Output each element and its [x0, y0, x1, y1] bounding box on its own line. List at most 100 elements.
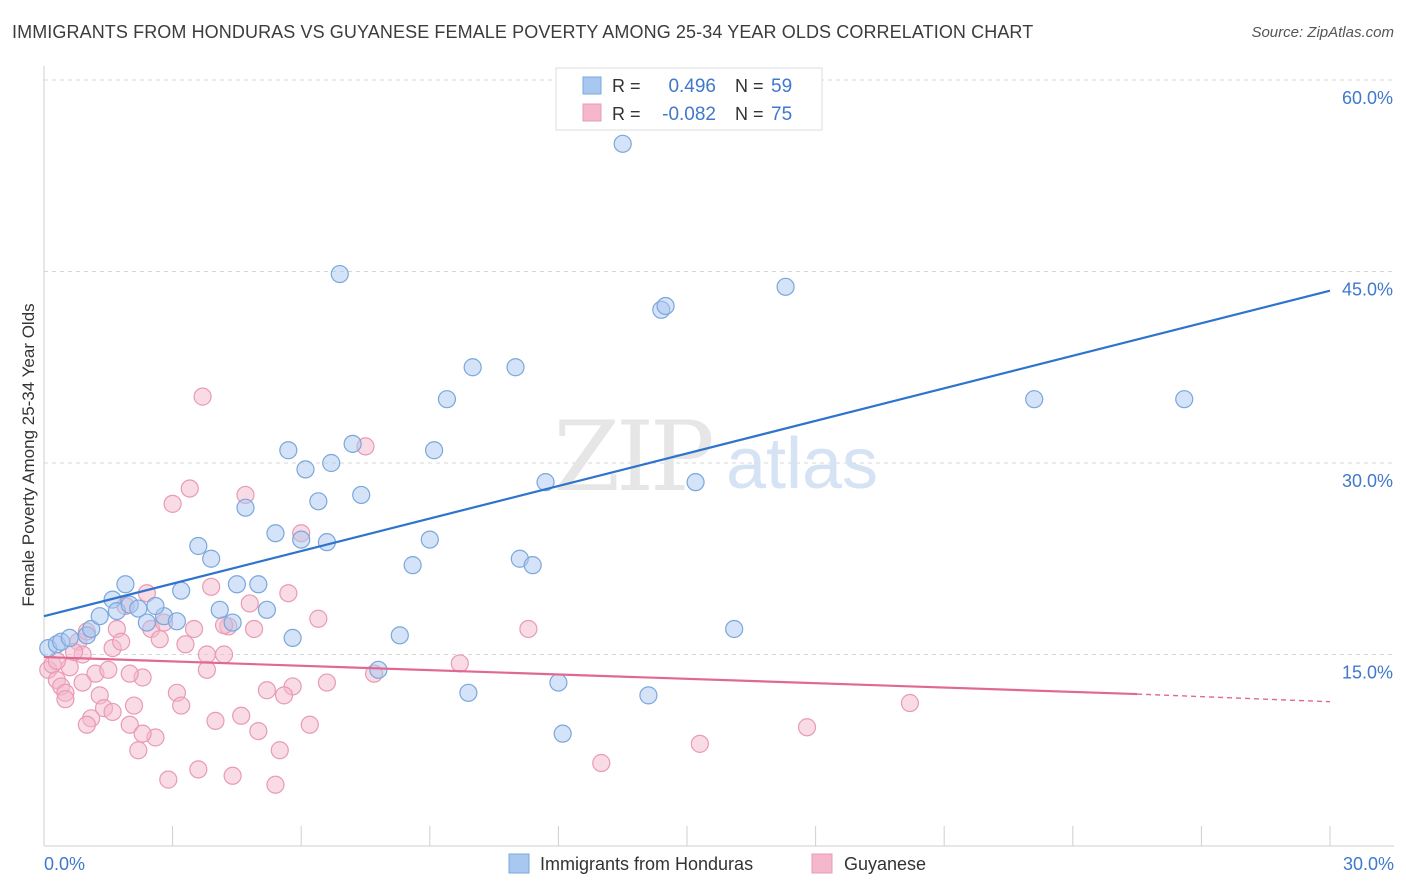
guyanese-point	[270, 741, 289, 760]
honduras-point	[613, 134, 632, 153]
x-tick-label-min: 0.0%	[44, 854, 85, 874]
honduras-point	[309, 492, 328, 511]
guyanese-point	[519, 619, 538, 639]
guyanese-point	[317, 673, 337, 692]
guyanese-point	[197, 645, 216, 664]
x-tick-label-max: 30.0%	[1343, 854, 1394, 874]
guyanese-point	[249, 721, 268, 741]
honduras-point	[424, 441, 444, 460]
honduras-point	[343, 434, 362, 453]
watermark-atlas: atlas	[726, 424, 878, 504]
honduras-point	[146, 596, 165, 616]
guyanese-point	[159, 770, 178, 789]
honduras-point	[639, 686, 658, 705]
chart-title: IMMIGRANTS FROM HONDURAS VS GUYANESE FEM…	[12, 22, 1034, 42]
stats-n-label-guyanese: N =	[735, 104, 764, 124]
y-tick-labels: 15.0% 30.0% 45.0% 60.0%	[1342, 88, 1393, 683]
honduras-point	[172, 581, 191, 600]
honduras-points	[39, 134, 1194, 743]
legend-label-honduras: Immigrants from Honduras	[540, 854, 753, 874]
guyanese-point	[450, 654, 469, 673]
axes	[43, 66, 1394, 847]
legend-swatch-honduras	[508, 853, 530, 874]
guyanese-point	[266, 775, 285, 794]
stats-legend: R = 0.496 N = 59 R = -0.082 N = 75	[555, 67, 823, 131]
honduras-point	[463, 358, 482, 377]
honduras-point	[553, 724, 572, 743]
watermark-zip: ZIP	[553, 401, 712, 513]
stats-r-label-guyanese: R =	[612, 104, 641, 124]
honduras-trend-line	[43, 289, 1331, 618]
legend-swatch-guyanese	[811, 853, 833, 874]
honduras-point	[656, 296, 675, 316]
guyanese-point	[56, 690, 75, 709]
guyanese-point	[900, 693, 920, 713]
honduras-point	[60, 628, 79, 648]
legend-label-guyanese: Guyanese	[844, 854, 926, 874]
guyanese-point	[176, 635, 195, 654]
stats-n-value-guyanese: 75	[771, 104, 792, 125]
guyanese-point	[257, 681, 277, 700]
honduras-point	[390, 626, 409, 645]
guyanese-point	[133, 724, 152, 743]
honduras-point	[437, 390, 457, 409]
honduras-point	[686, 473, 705, 492]
honduras-point	[249, 575, 268, 594]
guyanese-point	[180, 479, 199, 498]
honduras-point	[549, 673, 568, 692]
trend-lines	[43, 289, 1331, 703]
guyanese-point	[124, 696, 144, 715]
honduras-point	[137, 613, 156, 632]
guyanese-point	[120, 715, 139, 734]
honduras-point	[459, 683, 478, 702]
source-credit: Source: ZipAtlas.com	[1251, 24, 1394, 41]
y-tick-label: 60.0%	[1342, 88, 1393, 108]
honduras-point	[257, 600, 277, 619]
honduras-point	[506, 358, 525, 377]
stats-n-value-honduras: 59	[771, 76, 792, 97]
guyanese-point	[193, 387, 212, 406]
stats-swatch-guyanese	[582, 103, 602, 122]
guyanese-point	[206, 711, 225, 730]
honduras-point	[352, 485, 371, 505]
guyanese-point	[690, 734, 709, 753]
guyanese-point	[189, 760, 208, 779]
stats-n-label-honduras: N =	[735, 76, 764, 96]
x-tick-labels: 0.0% 30.0%	[44, 854, 1394, 874]
guyanese-point	[592, 753, 611, 773]
honduras-point	[223, 613, 242, 632]
honduras-point	[82, 619, 101, 639]
honduras-point	[210, 600, 229, 619]
y-tick-label: 30.0%	[1342, 471, 1393, 491]
guyanese-point	[163, 494, 182, 513]
y-axis-label: Female Poverty Among 25-34 Year Olds	[19, 303, 38, 606]
honduras-point	[296, 460, 315, 479]
guyanese-point	[274, 686, 294, 705]
guyanese-point	[240, 594, 259, 613]
stats-r-label-honduras: R =	[612, 76, 641, 96]
honduras-point	[167, 612, 186, 631]
honduras-point	[266, 524, 285, 543]
stats-r-value-guyanese: -0.082	[662, 104, 716, 125]
guyanese-trend-extension	[1137, 693, 1331, 703]
guyanese-point	[300, 715, 319, 734]
honduras-point	[283, 628, 302, 648]
honduras-point	[322, 453, 341, 473]
honduras-point	[292, 530, 311, 549]
guyanese-point	[99, 660, 118, 679]
guyanese-point	[120, 664, 139, 683]
honduras-point	[189, 536, 208, 556]
honduras-point	[330, 264, 349, 284]
guyanese-point	[77, 715, 96, 734]
honduras-point	[1175, 390, 1194, 409]
watermark: ZIP atlas	[553, 401, 878, 513]
guyanese-point	[150, 630, 169, 649]
grid-lines	[44, 79, 1394, 655]
stats-swatch-honduras	[582, 76, 602, 95]
honduras-point	[1025, 390, 1044, 409]
honduras-point	[725, 619, 744, 639]
honduras-point	[279, 441, 298, 460]
guyanese-point	[214, 645, 234, 664]
honduras-point	[202, 549, 221, 568]
